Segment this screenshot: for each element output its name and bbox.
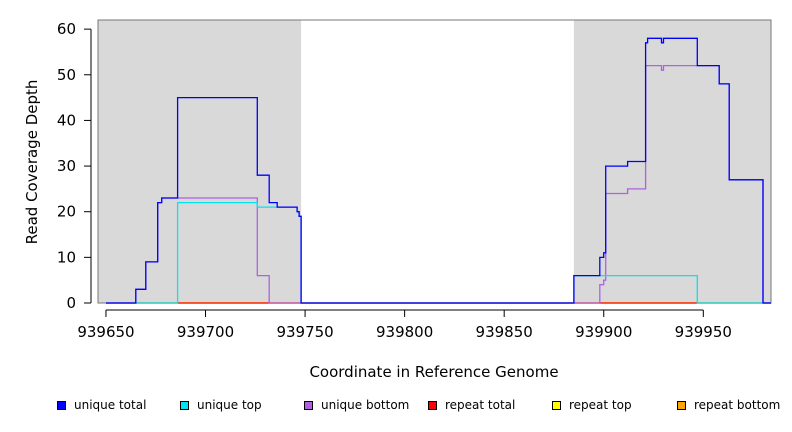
y-tick-label: 30 <box>57 157 76 175</box>
y-tick-label: 10 <box>57 248 76 266</box>
legend-swatch <box>180 400 189 410</box>
x-axis-label: Coordinate in Reference Genome <box>309 363 558 381</box>
x-tick-label: 939750 <box>276 323 333 341</box>
shaded-region-0 <box>98 20 302 303</box>
shaded-regions <box>98 20 771 303</box>
legend-item: repeat total <box>428 398 515 412</box>
legend-swatch <box>552 400 561 410</box>
legend-label: repeat top <box>569 398 632 412</box>
series-lines <box>106 37 771 304</box>
series-unique-total <box>106 37 771 304</box>
y-tick-label: 40 <box>57 111 76 129</box>
x-tick-label: 939950 <box>675 323 732 341</box>
axes: 939650 939700 939750 939800 939850 939900 9399… <box>57 20 732 341</box>
legend-swatch <box>428 400 437 410</box>
x-tick-label: 939700 <box>177 323 234 341</box>
y-tick-label: 0 <box>66 294 76 312</box>
y-tick-label: 20 <box>57 203 76 221</box>
x-tick-label: 939650 <box>77 323 134 341</box>
legend-swatch <box>304 400 313 410</box>
legend-label: unique bottom <box>321 398 410 412</box>
y-tick-label: 50 <box>57 66 76 84</box>
legend-label: unique total <box>74 398 147 412</box>
x-tick-label: 939850 <box>476 323 533 341</box>
legend-item: repeat bottom <box>677 398 780 412</box>
legend-item: repeat top <box>552 398 632 412</box>
y-axis-label: Read Coverage Depth <box>23 80 41 245</box>
legend-swatch <box>677 400 686 410</box>
legend-label: repeat total <box>445 398 516 412</box>
x-tick-label: 939800 <box>376 323 433 341</box>
legend-item: unique total <box>57 398 146 412</box>
legend-label: unique top <box>197 398 262 412</box>
y-tick-label: 60 <box>57 20 76 38</box>
x-tick-label: 939900 <box>575 323 632 341</box>
legend-swatch <box>57 400 66 410</box>
legend-item: unique top <box>180 398 262 412</box>
legend-item: unique bottom <box>304 398 409 412</box>
shaded-region-1 <box>573 20 771 303</box>
legend-label: repeat bottom <box>694 398 781 412</box>
legend: unique total unique top unique bottom repea… <box>0 398 792 420</box>
